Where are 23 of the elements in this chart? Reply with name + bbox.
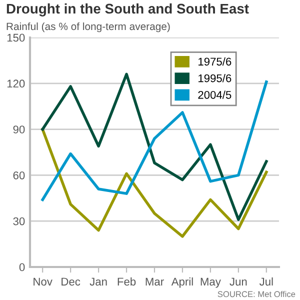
legend-label: 1975/6 [198,57,232,66]
y-tick-label: 30 [13,217,25,226]
legend-label: 2004/5 [198,90,232,99]
chart-title: Drought in the South and South East [6,3,249,16]
line-series [41,72,268,221]
x-tick-label: Jul [259,277,273,286]
y-tick-label: 0 [19,263,25,272]
y-tick-label: 60 [13,171,25,180]
x-tick-label: Jan [90,278,107,286]
x-tick-label: Mar [146,278,164,286]
x-tick-label: Dec [62,278,80,286]
source-note: SOURCE: Met Office [218,290,296,298]
y-tick-label: 90 [13,126,25,134]
x-tick-label: April [171,277,193,288]
legend-label: 1995/6 [198,74,232,82]
y-axis-title: Rainful (as % of long-term average) [6,22,170,32]
x-tick-label: Jun [230,278,247,286]
x-tick-label: May [200,278,221,288]
y-tick-label: 150 [7,34,25,42]
y-tick-label: 120 [7,80,25,88]
line-series [41,128,268,238]
x-tick-label: Nov [34,278,52,286]
x-tick-label: Feb [118,277,136,286]
